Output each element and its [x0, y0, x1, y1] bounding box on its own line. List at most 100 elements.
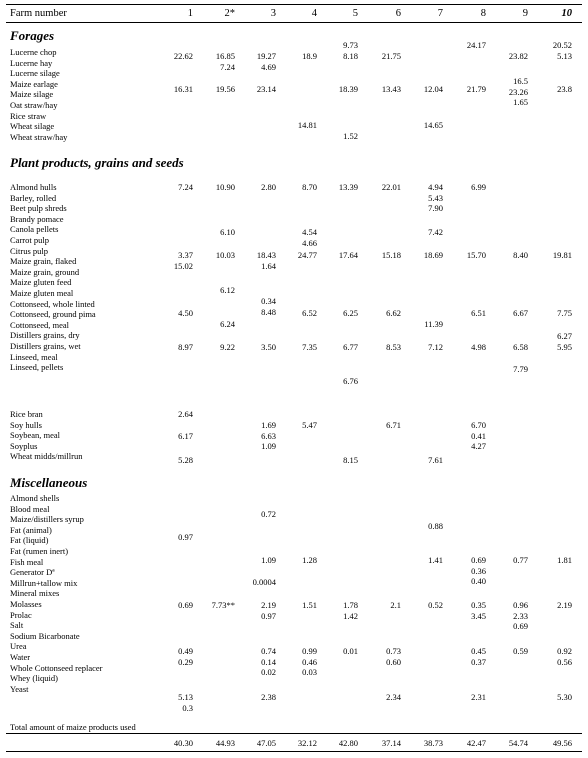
table-cell: 0.34 8.48	[261, 296, 276, 317]
table-cell: 7.35	[302, 342, 317, 352]
table-cell: 6.67	[513, 308, 528, 318]
table-cell: 6.10	[220, 227, 235, 237]
table-cell: 1.41	[428, 555, 443, 565]
table-cell: 15.70	[466, 250, 486, 260]
column-header-2: 2*	[224, 8, 236, 19]
table-cell: 4.98	[471, 342, 486, 352]
table-cell: 16.85 7.24	[215, 51, 235, 72]
table-cell: 2.64	[178, 409, 193, 419]
table-cell: 2.80	[261, 182, 276, 192]
total-cell: 44.93	[215, 738, 235, 748]
total-cell: 37.14	[381, 738, 401, 748]
table-cell: 0.35 3.45	[471, 600, 486, 621]
table-cell: 10.03	[215, 250, 235, 260]
table-cell: 3.37 15.02	[173, 250, 193, 271]
table-cell: 0.59	[513, 646, 528, 656]
table-cell: 3.50	[261, 342, 276, 352]
table-cell: 12.04	[423, 84, 443, 94]
table-cell: 14.65	[423, 120, 443, 130]
table-cell: 0.01	[343, 646, 358, 656]
table-cell: 8.70	[302, 182, 317, 192]
bottom-rule	[6, 751, 582, 752]
table-cell: 24.17	[466, 40, 486, 50]
section-title-miscellaneous: Miscellaneous	[10, 475, 88, 490]
table-cell: 2.19	[557, 600, 572, 610]
section-title-forages: Forages	[10, 28, 55, 43]
table-cell: 7.42	[428, 227, 443, 237]
column-header-1: 1	[187, 8, 193, 19]
table-cell: 6.17	[178, 431, 193, 441]
table-cell: 5.28	[178, 455, 193, 465]
column-header-10: 10	[561, 8, 573, 19]
table-cell: 4.94 5.43 7.90	[428, 182, 443, 214]
table-cell: 7.79	[513, 364, 528, 374]
table-cell: 0.69	[178, 600, 193, 610]
table-cell: 18.39	[338, 84, 358, 94]
table-cell: 15.18	[381, 250, 401, 260]
table-cell: 1.78 1.42	[343, 600, 358, 621]
column-header-9: 9	[522, 8, 528, 19]
table-cell: 6.27 5.95	[557, 331, 572, 352]
farm-number-header: Farm number	[10, 8, 67, 19]
total-cell: 49.56	[552, 738, 572, 748]
table-cell: 4.50	[178, 308, 193, 318]
table-cell: 6.51	[471, 308, 486, 318]
table-cell: 13.43	[381, 84, 401, 94]
table-cell: 9.22	[220, 342, 235, 352]
table-cell: 21.75	[381, 51, 401, 61]
table-cell: 18.69	[423, 250, 443, 260]
table-cell: 6.70 0.41 4.27	[471, 420, 486, 452]
table-cell: 8.97	[178, 342, 193, 352]
total-cell: 40.30	[173, 738, 193, 748]
table-cell: 2.34	[386, 692, 401, 702]
total-rule	[6, 733, 582, 734]
table-cell: 6.12	[220, 285, 235, 295]
total-cell: 42.47	[466, 738, 486, 748]
table-cell: 0.96 2.33 0.69	[513, 600, 528, 632]
table-cell: 19.56	[215, 84, 235, 94]
table-cell: 23.82	[508, 51, 528, 61]
table-cell: 0.73 0.60	[386, 646, 401, 667]
table-cell: 0.72	[261, 509, 276, 519]
table-cell: 0.45 0.37	[471, 646, 486, 667]
misc-row-labels: Almond shells Blood meal Maize/distiller…	[10, 493, 103, 694]
table-cell: 1.52	[343, 131, 358, 141]
table-cell: 17.64	[338, 250, 358, 260]
column-header-8: 8	[480, 8, 486, 19]
table-cell: 2.1	[390, 600, 401, 610]
section-title-plant-products: Plant products, grains and seeds	[10, 155, 184, 170]
table-cell: 23.8	[557, 84, 572, 94]
table-cell: 6.24	[220, 319, 235, 329]
table-cell: 19.81	[552, 250, 572, 260]
table-cell: 23.14	[256, 84, 276, 94]
table-cell: 1.51	[302, 600, 317, 610]
table-cell: 16.31	[173, 84, 193, 94]
table-cell: 2.38	[261, 692, 276, 702]
table-cell: 2.31	[471, 692, 486, 702]
plant-row-labels: Almond hulls Barley, rolled Beet pulp sh…	[10, 182, 96, 373]
table-cell: 0.52	[428, 600, 443, 610]
table-cell: 6.77	[343, 342, 358, 352]
total-cell: 38.73	[423, 738, 443, 748]
table-cell: 20.52 5.13	[552, 40, 572, 61]
table-cell: 14.81	[297, 120, 317, 130]
table-cell: 18.43 1.64	[256, 250, 276, 271]
table-cell: 7.24	[178, 182, 193, 192]
total-label: Total amount of maize products used	[10, 722, 136, 732]
table-cell: 4.54 4.66	[302, 227, 317, 248]
table-cell: 5.13 0.3	[178, 692, 193, 713]
table-cell: 0.99 0.46 0.03	[302, 646, 317, 678]
table-cell: 11.39	[424, 319, 443, 329]
table-cell: 7.73**	[211, 600, 235, 610]
total-cell: 47.05	[256, 738, 276, 748]
header-rule	[6, 22, 582, 23]
table-cell: 19.27 4.69	[256, 51, 276, 72]
column-header-5: 5	[352, 8, 358, 19]
table-cell: 7.12	[428, 342, 443, 352]
table-cell: 18.9	[302, 51, 317, 61]
table-cell: 9.73 8.18	[343, 40, 358, 61]
table-cell: 6.76	[343, 376, 358, 386]
table-cell: 8.15	[343, 455, 358, 465]
table-cell: 0.69 0.36 0.40	[471, 555, 486, 587]
table-cell: 6.52	[302, 308, 317, 318]
